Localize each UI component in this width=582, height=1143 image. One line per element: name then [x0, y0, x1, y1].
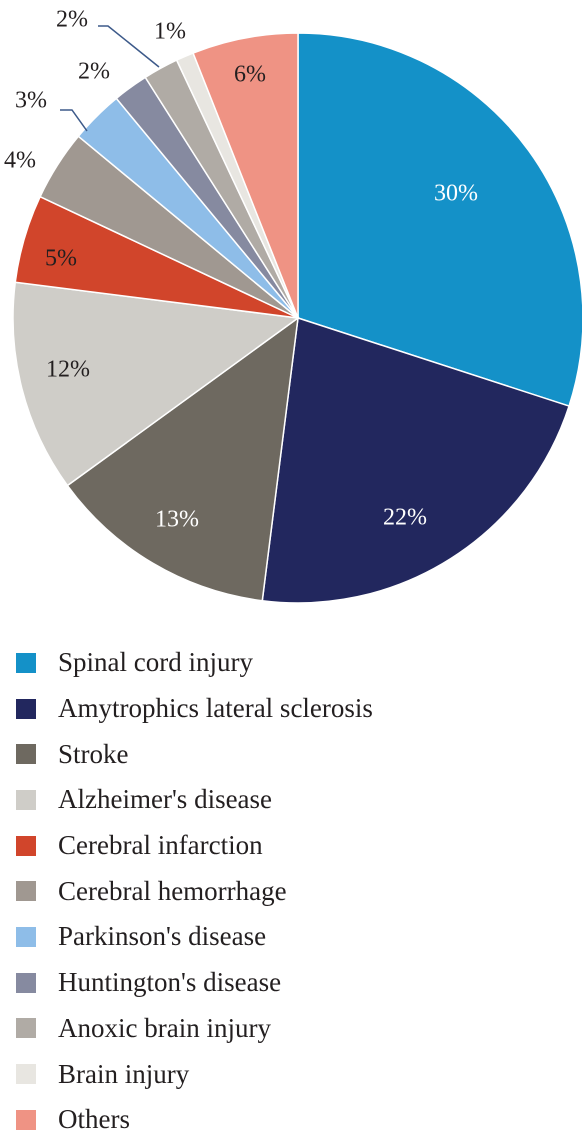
- legend-label: Parkinson's disease: [58, 921, 267, 952]
- legend-item: Parkinson's disease: [16, 914, 576, 960]
- slice-value-label: 2%: [56, 7, 88, 33]
- slice-value-label: 5%: [45, 246, 77, 272]
- leader-line: [98, 25, 160, 68]
- pie-chart: 30% 22% 13% 12% 5% 4% 3% 2% 2% 1% 6%: [4, 7, 582, 604]
- legend-item: Alzheimer's disease: [16, 777, 576, 823]
- legend-swatch: [16, 1109, 36, 1130]
- legend-item: Huntington's disease: [16, 960, 576, 1006]
- legend-label: Amytrophics lateral sclerosis: [58, 693, 373, 724]
- legend-swatch: [16, 835, 36, 856]
- legend-item: Brain injury: [16, 1051, 576, 1097]
- slice-value-label: 12%: [46, 357, 90, 383]
- legend-label: Anoxic brain injury: [58, 1012, 271, 1043]
- legend-label: Huntington's disease: [58, 967, 282, 998]
- legend-swatch: [16, 698, 36, 719]
- slice-value-label: 1%: [154, 19, 186, 45]
- legend-swatch: [16, 972, 36, 993]
- legend-label: Alzheimer's disease: [58, 784, 273, 815]
- legend-swatch: [16, 881, 36, 902]
- legend-item: Cerebral hemorrhage: [16, 868, 576, 914]
- legend-swatch: [16, 926, 36, 947]
- legend-item: Others: [16, 1097, 576, 1143]
- slice-value-label: 22%: [383, 505, 427, 531]
- legend-label: Stroke: [58, 738, 129, 769]
- legend-label: Cerebral hemorrhage: [58, 875, 287, 906]
- legend-item: Cerebral infarction: [16, 823, 576, 869]
- leader-line: [60, 109, 88, 132]
- legend-label: Spinal cord injury: [58, 647, 253, 678]
- chart-legend: Spinal cord injury Amytrophics lateral sc…: [16, 640, 576, 1143]
- slice-value-label: 13%: [155, 507, 199, 533]
- legend-swatch: [16, 744, 36, 765]
- pie-slice-amytrophics-lateral-sclerosis: [261, 317, 570, 604]
- legend-swatch: [16, 652, 36, 673]
- pie-slice-others: [192, 32, 299, 319]
- legend-swatch: [16, 1064, 36, 1085]
- legend-item: Anoxic brain injury: [16, 1006, 576, 1052]
- legend-label: Others: [58, 1104, 130, 1135]
- pie-slice-spinal-cord-injury: [297, 32, 582, 408]
- legend-swatch: [16, 1018, 36, 1039]
- legend-item: Stroke: [16, 731, 576, 777]
- legend-label: Cerebral infarction: [58, 830, 263, 861]
- slice-value-label: 3%: [15, 88, 47, 114]
- legend-label: Brain injury: [58, 1058, 190, 1089]
- slice-value-label: 4%: [4, 148, 36, 174]
- slice-value-label: 6%: [234, 62, 266, 88]
- legend-swatch: [16, 789, 36, 810]
- pie-slice-stroke: [66, 316, 299, 602]
- legend-item: Spinal cord injury: [16, 640, 576, 686]
- slice-value-label: 30%: [434, 181, 478, 207]
- pie-slice-alzheimer-s-disease: [12, 281, 300, 487]
- legend-item: Amytrophics lateral sclerosis: [16, 686, 576, 732]
- slice-value-label: 2%: [78, 59, 110, 85]
